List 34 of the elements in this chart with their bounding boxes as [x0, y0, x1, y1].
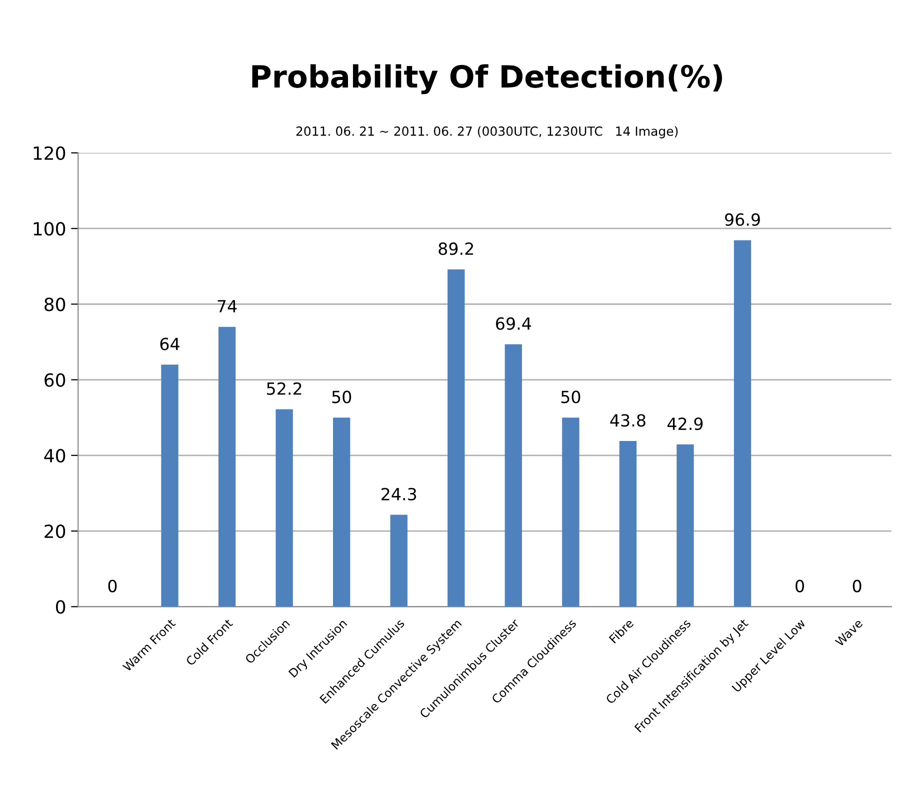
y-tick-label: 40 — [44, 448, 66, 463]
data-label: 0 — [852, 580, 862, 592]
y-tick-label: 120 — [34, 146, 66, 160]
y-tick-label: 0 — [56, 600, 66, 614]
bar — [332, 418, 350, 607]
bar — [504, 344, 522, 607]
bar — [218, 326, 236, 607]
data-label: 64 — [160, 338, 180, 350]
bar — [734, 240, 752, 607]
bar — [562, 418, 580, 607]
data-label: 89.2 — [438, 242, 474, 255]
y-tick-label: 100 — [34, 222, 66, 236]
y-tick-label: 80 — [44, 298, 66, 312]
data-label: 43.8 — [610, 414, 646, 427]
y-tick-label: 60 — [44, 373, 66, 387]
data-label: 96.9 — [725, 213, 760, 226]
data-label: 74 — [218, 300, 237, 312]
data-label: 50 — [332, 390, 352, 404]
bar — [276, 409, 293, 607]
data-label: 52.2 — [267, 382, 302, 395]
data-label: 50 — [561, 390, 580, 404]
bar — [161, 364, 178, 607]
data-label: 0 — [796, 580, 804, 592]
data-label: 69.4 — [496, 317, 532, 330]
chart-title: Probability Of Detection(%) — [252, 64, 722, 94]
bar — [619, 441, 637, 607]
chart-subtitle: 2011. 06. 21 ~ 2011. 06. 27 (0030UTC, 1230UTC 14 Image) — [296, 126, 678, 138]
bar — [676, 444, 694, 607]
data-label: 42.9 — [668, 417, 703, 430]
y-tick-label: 20 — [44, 524, 66, 538]
bar — [448, 269, 465, 607]
data-label: 0 — [108, 580, 117, 592]
bar — [390, 514, 408, 607]
data-label: 24.3 — [382, 488, 416, 500]
